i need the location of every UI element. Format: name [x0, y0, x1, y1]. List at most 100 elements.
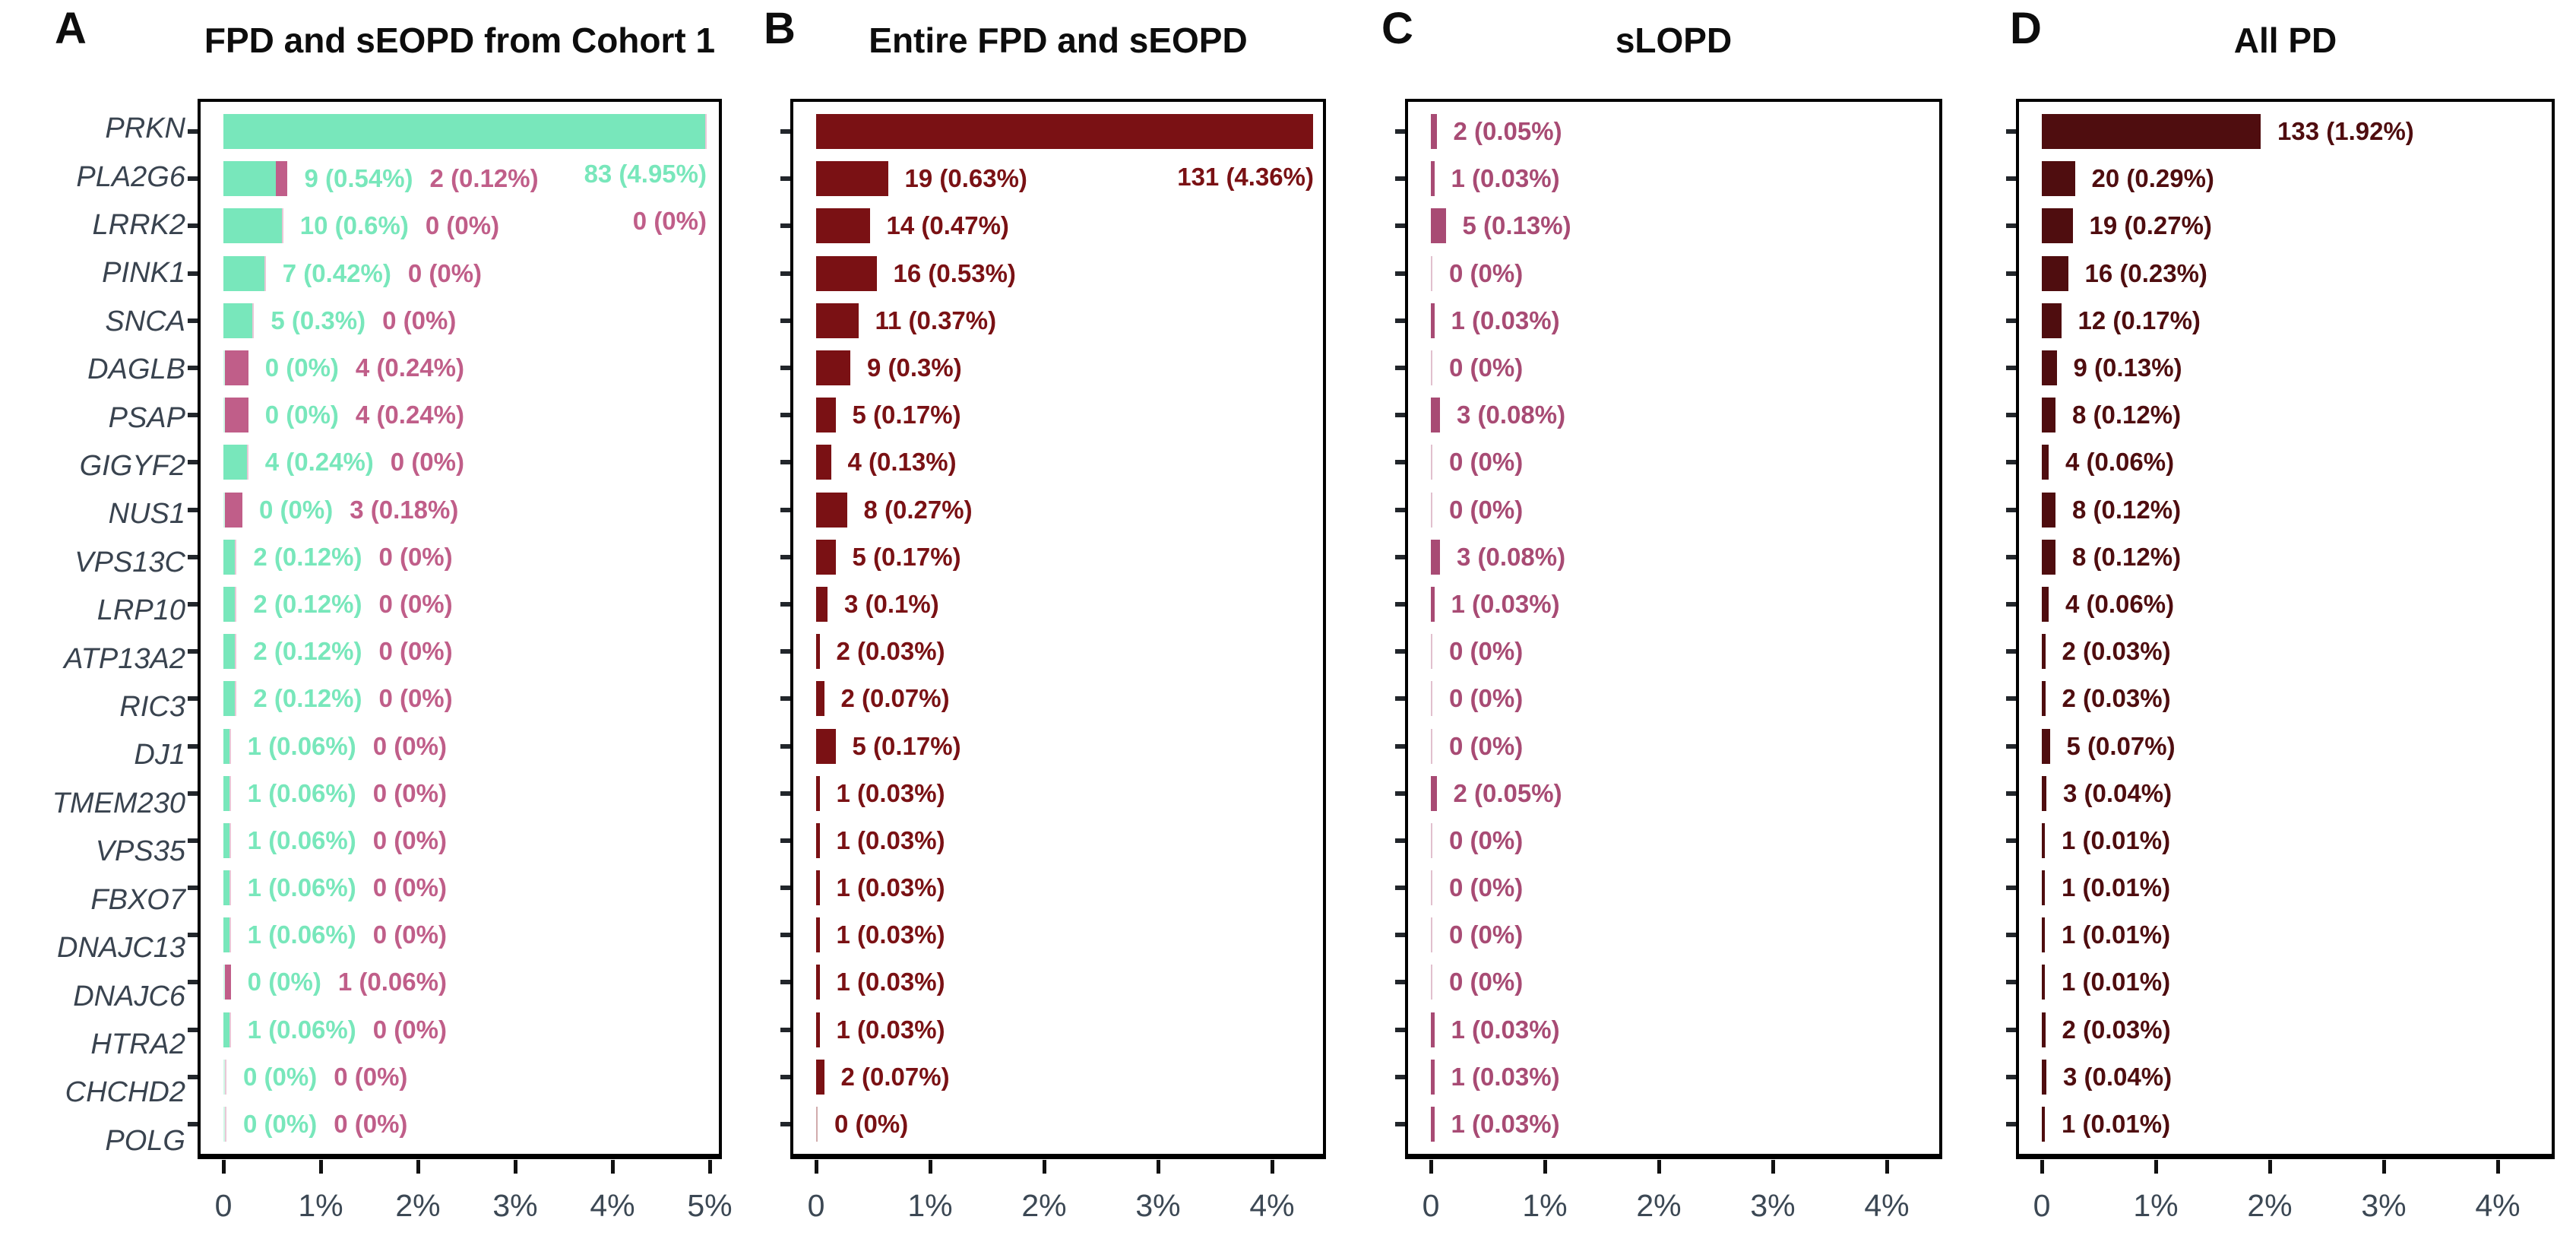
y-axis-tick — [780, 649, 790, 654]
bar-value-label: 2 (0.05%) — [1453, 778, 1562, 807]
bar-row-lrrk2: 5 (0.13%) — [1395, 202, 1939, 249]
bar-row-snca: 12 (0.17%) — [2006, 297, 2552, 344]
bar-pink1 — [223, 255, 264, 291]
bar-psap — [225, 398, 248, 433]
bar-value-label: 1 (0.06%) — [247, 731, 356, 760]
y-axis-tick — [1395, 366, 1405, 371]
x-axis-tick-label: 3% — [492, 1188, 538, 1223]
gene-label-vps35: VPS35 — [95, 835, 185, 868]
bar-pink1 — [816, 255, 877, 291]
bar-gigyf2 — [816, 445, 831, 480]
bar-row-lrp10: 2 (0.12%) 0 (0%) — [188, 581, 719, 628]
bar-dj1 — [223, 728, 229, 764]
bar-row-fbxo7: 0 (0%) — [1395, 864, 1939, 911]
bar-row-gigyf2: 4 (0.13%) — [780, 439, 1323, 486]
bar-row-prkn: 2 (0.05%) — [1395, 108, 1939, 155]
bar-vps35 — [1431, 822, 1432, 858]
panel-c: C sLOPD 2 (0.05%) 1 (0.03%) 5 (0.13%) 0 (0%… — [1381, 0, 1942, 1242]
gene-label-fbxo7: FBXO7 — [90, 883, 185, 916]
bar-polg — [816, 1107, 818, 1142]
bar-value-label: 131 (4.36%) — [1177, 163, 1314, 191]
x-axis-tick-label: 4% — [590, 1188, 635, 1223]
x-axis-tick — [1271, 1160, 1274, 1174]
bar-rows: 133 (1.92%) 20 (0.29%) 19 (0.27%) 16 (0.23%… — [2006, 102, 2552, 1154]
bar-dnajc6 — [223, 965, 225, 1000]
x-axis-tick-label: 1% — [2133, 1188, 2179, 1223]
bar-value-label: 1 (0.03%) — [836, 968, 945, 996]
bar-value-label: 9 (0.54%) — [304, 164, 413, 193]
gene-label-dj1: DJ1 — [134, 739, 185, 771]
bar-value-label: 0 (0%) — [390, 448, 464, 477]
bar-row-dnajc13: 1 (0.01%) — [2006, 911, 2552, 958]
bar-pla2g6 — [2042, 161, 2075, 197]
bar-dnajc13 — [229, 917, 231, 953]
bar-row-htra2: 1 (0.03%) — [1395, 1006, 1939, 1053]
x-axis-tick-label: 3% — [1135, 1188, 1181, 1223]
bar-lrp10 — [235, 586, 237, 622]
bar-value-label: 0 (0%) — [1449, 684, 1524, 713]
bar-chchd2 — [225, 1059, 226, 1095]
bar-value-label: 2 (0.03%) — [2062, 637, 2171, 666]
gene-label-psap: PSAP — [108, 401, 185, 434]
bar-tmem230 — [1431, 775, 1437, 811]
bar-row-tmem230: 3 (0.04%) — [2006, 770, 2552, 817]
x-axis-tick-label: 1% — [298, 1188, 343, 1223]
gene-label-pink1: PINK1 — [102, 257, 185, 290]
x-axis-tick — [1043, 1160, 1046, 1174]
bar-value-label: 5 (0.17%) — [852, 542, 961, 571]
bar-value-label: 2 (0.03%) — [2062, 684, 2171, 713]
bar-value-label: 2 (0.12%) — [253, 589, 362, 618]
bar-value-label: 8 (0.12%) — [2072, 495, 2182, 524]
bar-row-atp13a2: 2 (0.03%) — [780, 628, 1323, 675]
x-axis-tick — [1543, 1160, 1547, 1174]
y-axis-tick — [2006, 223, 2016, 229]
bar-value-label: 16 (0.23%) — [2084, 258, 2207, 287]
y-axis-tick — [780, 980, 790, 985]
y-axis-tick — [1395, 1122, 1405, 1127]
bar-value-label: 2 (0.07%) — [840, 684, 950, 713]
bar-row-dj1: 1 (0.06%) 0 (0%) — [188, 722, 719, 769]
y-axis-tick — [1395, 318, 1405, 323]
panel-d: D All PD 133 (1.92%) 20 (0.29%) 19 (0.27%)… — [2006, 0, 2555, 1242]
x-axis-tick — [2268, 1160, 2272, 1174]
bar-row-nus1: 8 (0.27%) — [780, 486, 1323, 534]
y-axis-tick — [1395, 413, 1405, 418]
x-axis-tick — [1657, 1160, 1661, 1174]
bar-vps13c — [223, 539, 236, 575]
bar-row-polg: 0 (0%) 0 (0%) — [188, 1101, 719, 1148]
y-axis-tick — [188, 318, 198, 323]
y-axis-tick — [780, 507, 790, 512]
bar-value-label: 1 (0.06%) — [247, 825, 356, 854]
bar-value-label: 4 (0.06%) — [2065, 448, 2175, 477]
bar-polg — [225, 1107, 226, 1142]
prkn-value-labels: 83 (4.95%) 0 (0%) — [584, 150, 707, 245]
bar-snca — [223, 303, 253, 338]
x-axis-tick — [319, 1160, 323, 1174]
bar-value-label: 0 (0%) — [834, 1110, 909, 1139]
bar-snca — [252, 303, 255, 338]
x-axis-tick-label: 5% — [687, 1188, 733, 1223]
bar-tmem230 — [229, 775, 231, 811]
y-axis-tick — [2006, 1027, 2016, 1032]
bar-value-label: 83 (4.95%) — [584, 160, 707, 188]
y-axis-tick — [2006, 366, 2016, 371]
bar-gigyf2 — [2042, 445, 2049, 480]
panel-title-b: Entire FPD and sEOPD — [869, 21, 1248, 60]
gene-label-tmem230: TMEM230 — [52, 787, 185, 819]
y-axis-tick — [1395, 933, 1405, 938]
y-axis-tick — [2006, 601, 2016, 607]
bar-prkn — [1431, 114, 1437, 150]
bar-row-dj1: 0 (0%) — [1395, 722, 1939, 769]
x-axis-tick-label: 2% — [1021, 1188, 1067, 1223]
gene-label-dnajc6: DNAJC6 — [73, 980, 185, 1012]
bar-row-chchd2: 0 (0%) 0 (0%) — [188, 1053, 719, 1101]
y-axis-tick — [780, 696, 790, 702]
bar-value-label: 0 (0%) — [1449, 920, 1524, 949]
bar-ric3 — [235, 681, 237, 717]
x-axis-tick-label: 3% — [1750, 1188, 1796, 1223]
x-axis-tick-label: 0 — [2033, 1188, 2051, 1223]
bar-dnajc13 — [2042, 917, 2045, 953]
y-axis-tick — [780, 366, 790, 371]
y-axis-tick — [1395, 696, 1405, 702]
